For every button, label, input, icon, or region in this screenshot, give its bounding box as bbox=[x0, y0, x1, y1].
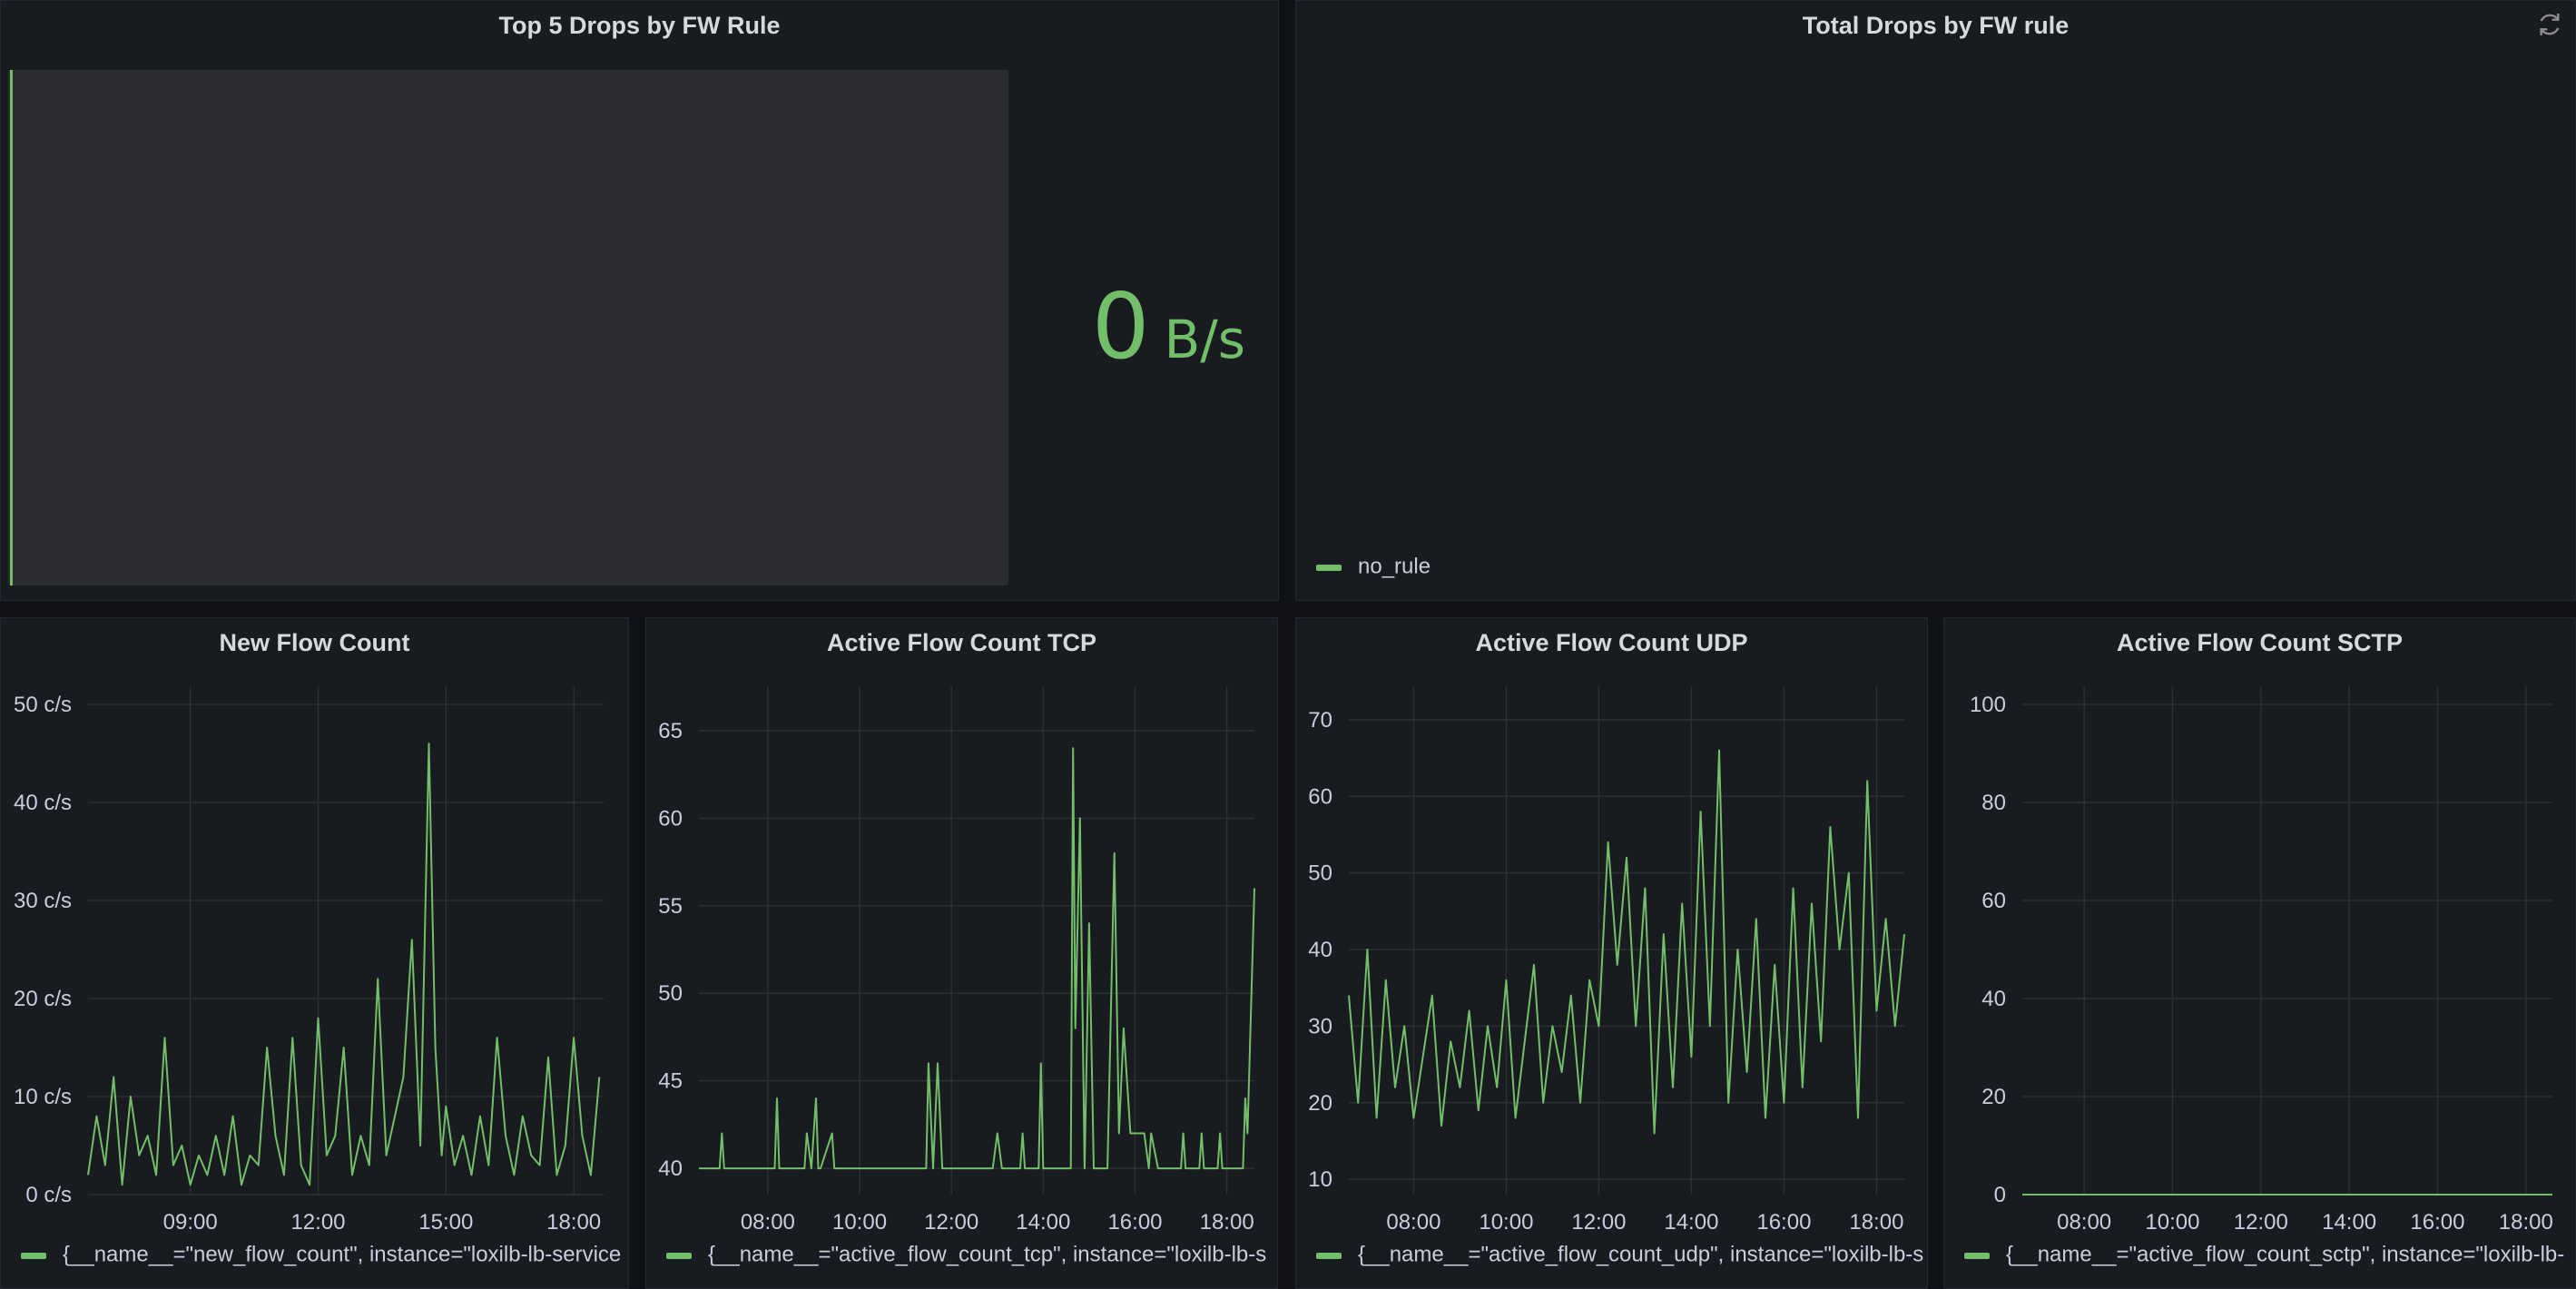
x-tick-label: 09:00 bbox=[163, 1210, 218, 1235]
y-tick-label: 60 bbox=[1308, 784, 1332, 809]
y-tick-label: 60 bbox=[1981, 889, 2006, 913]
y-tick-label: 65 bbox=[658, 719, 683, 743]
legend[interactable]: {__name__="active_flow_count_sctp", inst… bbox=[1964, 1242, 2575, 1268]
panel-title: Total Drops by FW rule bbox=[1802, 12, 2070, 39]
y-tick-label: 100 bbox=[1970, 693, 2006, 717]
x-tick-label: 12:00 bbox=[2234, 1210, 2288, 1235]
x-tick-label: 10:00 bbox=[1479, 1210, 1533, 1235]
y-tick-label: 40 bbox=[1308, 938, 1332, 962]
x-tick-label: 18:00 bbox=[1200, 1210, 1254, 1235]
stat-unit: B/s bbox=[1164, 309, 1245, 370]
x-tick-label: 12:00 bbox=[1571, 1210, 1626, 1235]
refresh-icon[interactable] bbox=[2535, 10, 2564, 39]
x-tick-label: 12:00 bbox=[290, 1210, 345, 1235]
y-tick-label: 20 bbox=[1981, 1085, 2006, 1109]
legend-label: {__name__="active_flow_count_sctp", inst… bbox=[2006, 1243, 2565, 1267]
legend-label: no_rule bbox=[1358, 555, 1431, 579]
legend-swatch bbox=[1316, 564, 1342, 571]
legend-label: {__name__="active_flow_count_udp", insta… bbox=[1358, 1243, 1924, 1267]
panel-title: Active Flow Count UDP bbox=[1475, 629, 1748, 656]
chart-active-flow-udp: 10 20 30 40 50 60 70 08:00 10:00 12:00 14:00 16:00 1… bbox=[1308, 686, 1905, 1235]
legend[interactable]: no_rule bbox=[1316, 554, 2575, 580]
y-tick-label: 60 bbox=[658, 806, 683, 831]
y-tick-label: 0 c/s bbox=[25, 1183, 72, 1207]
panel-active-flow-udp[interactable]: Active Flow Count UDP 10 20 30 40 50 60 70 08:0… bbox=[1295, 617, 1928, 1289]
x-tick-label: 08:00 bbox=[1386, 1210, 1440, 1235]
x-tick-label: 18:00 bbox=[546, 1210, 601, 1235]
y-tick-label: 45 bbox=[658, 1069, 683, 1094]
panel-title: Top 5 Drops by FW Rule bbox=[498, 12, 781, 39]
x-tick-label: 14:00 bbox=[1016, 1210, 1070, 1235]
series-line bbox=[87, 743, 601, 1186]
stat-value: 0 B/s bbox=[1092, 273, 1245, 379]
y-tick-label: 40 bbox=[1981, 987, 2006, 1011]
y-tick-label: 50 c/s bbox=[14, 693, 72, 717]
x-tick-label: 16:00 bbox=[2410, 1210, 2464, 1235]
legend-label: {__name__="new_flow_count", instance="lo… bbox=[63, 1243, 622, 1267]
panel-title: Active Flow Count SCTP bbox=[2116, 629, 2403, 656]
legend[interactable]: {__name__="active_flow_count_tcp", insta… bbox=[666, 1242, 1277, 1268]
y-tick-label: 80 bbox=[1981, 791, 2006, 815]
panel-title: New Flow Count bbox=[219, 629, 410, 656]
x-tick-label: 18:00 bbox=[2499, 1210, 2553, 1235]
legend[interactable]: {__name__="new_flow_count", instance="lo… bbox=[21, 1242, 628, 1268]
x-tick-label: 10:00 bbox=[2145, 1210, 2199, 1235]
y-tick-label: 0 bbox=[1994, 1183, 2006, 1207]
y-tick-label: 30 bbox=[1308, 1014, 1332, 1038]
x-tick-label: 14:00 bbox=[2322, 1210, 2376, 1235]
x-tick-label: 18:00 bbox=[1849, 1210, 1903, 1235]
panel-title: Active Flow Count TCP bbox=[827, 629, 1096, 656]
x-tick-label: 16:00 bbox=[1756, 1210, 1811, 1235]
stat-number: 0 bbox=[1091, 273, 1150, 379]
legend-swatch bbox=[666, 1252, 692, 1259]
chart-active-flow-sctp: 0 20 40 60 80 100 08:00 10:00 12:00 14:00 16:00 18:… bbox=[1970, 686, 2553, 1235]
y-tick-label: 20 c/s bbox=[14, 987, 72, 1011]
panel-active-flow-tcp[interactable]: Active Flow Count TCP 40 45 50 55 60 65 08:00 1… bbox=[645, 617, 1278, 1289]
y-tick-label: 10 c/s bbox=[14, 1085, 72, 1109]
y-tick-label: 30 c/s bbox=[14, 889, 72, 913]
y-tick-label: 20 bbox=[1308, 1091, 1332, 1116]
x-tick-label: 08:00 bbox=[2057, 1210, 2111, 1235]
chart-new-flow-count: 0 c/s 10 c/s 20 c/s 30 c/s 40 c/s 50 c/s 09:00… bbox=[14, 686, 604, 1235]
chart-active-flow-tcp: 40 45 50 55 60 65 08:00 10:00 12:00 14:00 16:00 18:… bbox=[658, 686, 1255, 1235]
stat-background bbox=[8, 70, 1008, 585]
x-tick-label: 15:00 bbox=[418, 1210, 473, 1235]
stat-sparkline-edge bbox=[10, 70, 13, 585]
y-tick-label: 50 bbox=[658, 981, 683, 1006]
x-tick-label: 12:00 bbox=[924, 1210, 978, 1235]
y-tick-label: 50 bbox=[1308, 861, 1332, 886]
y-tick-label: 70 bbox=[1308, 708, 1332, 733]
series-line bbox=[699, 747, 1255, 1170]
panel-top5-drops[interactable]: Top 5 Drops by FW Rule 0 B/s bbox=[0, 0, 1279, 601]
panel-new-flow-count[interactable]: New Flow Count 0 c/s 10 c/s 20 c/s 30 c/s 40… bbox=[0, 617, 629, 1289]
legend-swatch bbox=[1964, 1252, 1990, 1259]
y-tick-label: 55 bbox=[658, 894, 683, 919]
series-line bbox=[1348, 749, 1905, 1135]
y-tick-label: 10 bbox=[1308, 1167, 1332, 1192]
y-tick-label: 40 bbox=[658, 1156, 683, 1181]
x-tick-label: 10:00 bbox=[832, 1210, 887, 1235]
y-tick-label: 40 c/s bbox=[14, 791, 72, 815]
legend-swatch bbox=[21, 1252, 46, 1259]
x-tick-label: 14:00 bbox=[1664, 1210, 1718, 1235]
legend[interactable]: {__name__="active_flow_count_udp", insta… bbox=[1316, 1242, 1927, 1268]
panel-active-flow-sctp[interactable]: Active Flow Count SCTP 0 20 40 60 80 100 08:00… bbox=[1943, 617, 2576, 1289]
legend-label: {__name__="active_flow_count_tcp", insta… bbox=[708, 1243, 1267, 1267]
x-tick-label: 16:00 bbox=[1107, 1210, 1162, 1235]
legend-swatch bbox=[1316, 1252, 1342, 1259]
panel-total-drops[interactable]: Total Drops by FW rule no_rule bbox=[1295, 0, 2576, 601]
x-tick-label: 08:00 bbox=[741, 1210, 795, 1235]
